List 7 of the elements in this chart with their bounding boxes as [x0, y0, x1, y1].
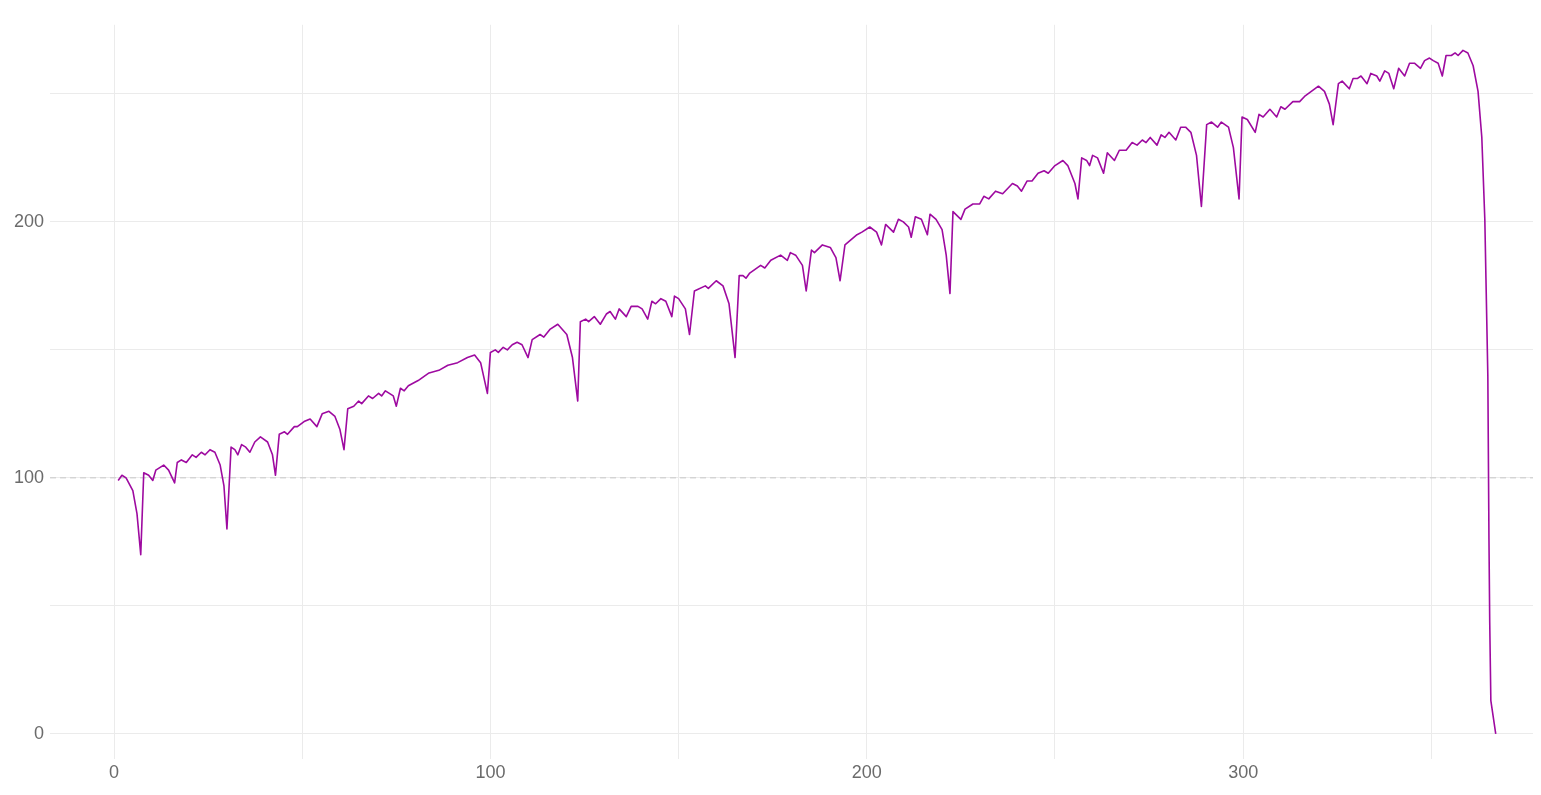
x-tick-label: 300: [1228, 762, 1259, 783]
y-tick-label: 100: [13, 466, 45, 487]
y-tick-label: 200: [13, 210, 45, 231]
y-tick-label: 0: [34, 722, 45, 743]
x-tick-label: 200: [851, 762, 882, 783]
x-tick-label: 100: [475, 762, 506, 783]
x-tick-label: 0: [109, 762, 120, 783]
